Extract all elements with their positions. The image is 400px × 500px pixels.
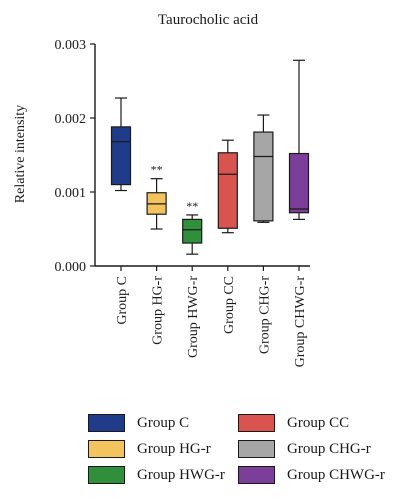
plot-area: 0.000 0.001 0.002 0.003 Group C ** Group HG-r *… bbox=[55, 38, 310, 368]
box-plot-chart: Taurocholic acid Relative intensity 0.00… bbox=[13, 12, 310, 368]
x-tick-label: Group CHWG-r bbox=[293, 276, 308, 368]
y-tick-label: 0.003 bbox=[55, 38, 87, 53]
legend-item: Group CHG-r bbox=[238, 438, 371, 460]
legend-label: Group CHWG-r bbox=[287, 466, 385, 483]
x-tick-label: Group HWG-r bbox=[186, 276, 201, 358]
box-group-chg-r bbox=[253, 131, 274, 222]
y-tick-label: 0.002 bbox=[55, 112, 87, 127]
legend-item: Group HG-r bbox=[88, 438, 211, 460]
y-axis-label: Relative intensity bbox=[13, 105, 28, 203]
chart-title: Taurocholic acid bbox=[158, 12, 259, 28]
x-tick-label: Group CC bbox=[222, 276, 237, 334]
legend-swatch bbox=[88, 466, 125, 484]
y-tick-label: 0.001 bbox=[55, 186, 87, 201]
box-group-chwg-r bbox=[288, 152, 310, 214]
significance-marker: ** bbox=[151, 163, 163, 177]
box-group-c bbox=[110, 126, 132, 186]
legend-swatch bbox=[88, 414, 125, 432]
y-tick-label: 0.000 bbox=[55, 260, 87, 275]
legend-label: Group CC bbox=[287, 414, 350, 431]
x-tick-label: Group HG-r bbox=[151, 276, 166, 345]
legend-item: Group CC bbox=[238, 412, 349, 434]
box-group-cc bbox=[217, 152, 238, 229]
legend-label: Group HWG-r bbox=[137, 466, 225, 483]
legend-swatch bbox=[88, 440, 125, 458]
legend-item: Group HWG-r bbox=[88, 464, 225, 486]
legend-item: Group CHWG-r bbox=[238, 464, 385, 486]
legend-label: Group CHG-r bbox=[287, 440, 371, 457]
legend-swatch bbox=[238, 466, 275, 484]
legend-swatch bbox=[238, 414, 275, 432]
significance-marker: ** bbox=[186, 199, 198, 213]
legend-label: Group HG-r bbox=[137, 440, 211, 457]
legend: Group C Group CC Group HG-r Group CHG-r Grou… bbox=[88, 412, 398, 496]
x-tick-label: Group C bbox=[115, 276, 130, 325]
legend-item: Group C bbox=[88, 412, 189, 434]
box-group-hwg-r bbox=[182, 218, 203, 244]
legend-label: Group C bbox=[137, 414, 190, 431]
legend-swatch bbox=[238, 440, 275, 458]
x-tick-label: Group CHG-r bbox=[257, 276, 272, 354]
